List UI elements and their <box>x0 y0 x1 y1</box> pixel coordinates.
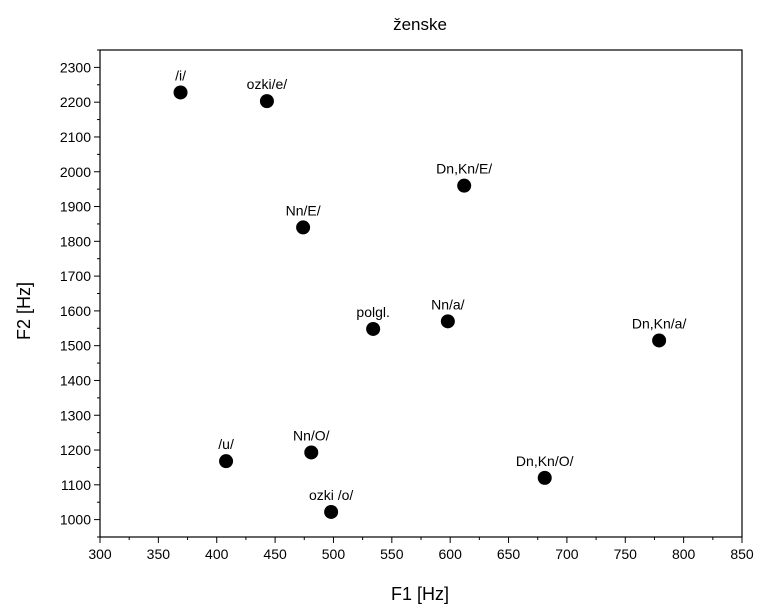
y-tick-label: 1500 <box>60 338 91 354</box>
x-tick-label: 350 <box>147 546 171 562</box>
x-tick-label: 650 <box>497 546 521 562</box>
data-point <box>652 333 667 348</box>
y-tick-label: 1700 <box>60 268 91 284</box>
data-point <box>366 321 381 336</box>
y-tick-label: 1200 <box>60 442 91 458</box>
x-tick-label: 700 <box>555 546 579 562</box>
x-tick-label: 750 <box>614 546 638 562</box>
point-label: Nn/a/ <box>431 296 465 312</box>
y-tick-label: 2100 <box>60 129 91 145</box>
x-axis-title: F1 [Hz] <box>391 584 449 604</box>
y-tick-label: 1600 <box>60 303 91 319</box>
x-tick-label: 600 <box>439 546 463 562</box>
x-tick-label: 450 <box>263 546 287 562</box>
y-tick-label: 2000 <box>60 164 91 180</box>
point-label: ozki/e/ <box>247 76 288 92</box>
y-tick-label: 1100 <box>61 477 91 493</box>
y-tick-label: 1000 <box>60 512 91 528</box>
y-tick-label: 1800 <box>60 233 91 249</box>
data-point <box>219 454 234 469</box>
x-tick-label: 300 <box>88 546 112 562</box>
point-label: polgl. <box>356 304 389 320</box>
point-label: Dn,Kn/E/ <box>436 161 492 177</box>
point-label: ozki /o/ <box>309 487 353 503</box>
point-label: Nn/O/ <box>293 427 330 443</box>
y-tick-label: 1900 <box>60 199 91 215</box>
x-tick-label: 500 <box>322 546 346 562</box>
data-point <box>296 220 311 235</box>
x-tick-label: 800 <box>672 546 696 562</box>
plot-frame <box>99 49 743 538</box>
x-tick-label: 550 <box>380 546 404 562</box>
x-tick-label: 850 <box>730 546 754 562</box>
data-point <box>173 85 188 100</box>
x-tick-label: 400 <box>205 546 229 562</box>
y-tick-label: 2300 <box>60 59 91 75</box>
chart-title: ženske <box>393 15 447 34</box>
y-axis-title: F2 [Hz] <box>14 282 34 340</box>
data-point <box>537 470 552 485</box>
data-point <box>304 445 319 460</box>
data-point <box>440 314 455 329</box>
point-label: Nn/E/ <box>286 202 321 218</box>
y-tick-label: 1400 <box>60 372 91 388</box>
point-label: /i/ <box>175 67 186 83</box>
data-points: /i/ozki/e/Dn,Kn/E/Nn/E/polgl. Nn/a/Dn,Kn/… <box>173 67 687 519</box>
data-point <box>457 178 472 193</box>
data-point <box>324 504 339 519</box>
point-label: Dn,Kn/O/ <box>516 453 574 469</box>
y-tick-label: 2200 <box>60 94 91 110</box>
y-tick-label: 1300 <box>60 407 91 423</box>
point-label: Dn,Kn/a/ <box>632 315 687 331</box>
point-label: /u/ <box>218 436 234 452</box>
data-point <box>259 94 274 109</box>
axes: 300 350 400 450 500 550 600 650 700 750 800 850 1000… <box>60 49 754 562</box>
